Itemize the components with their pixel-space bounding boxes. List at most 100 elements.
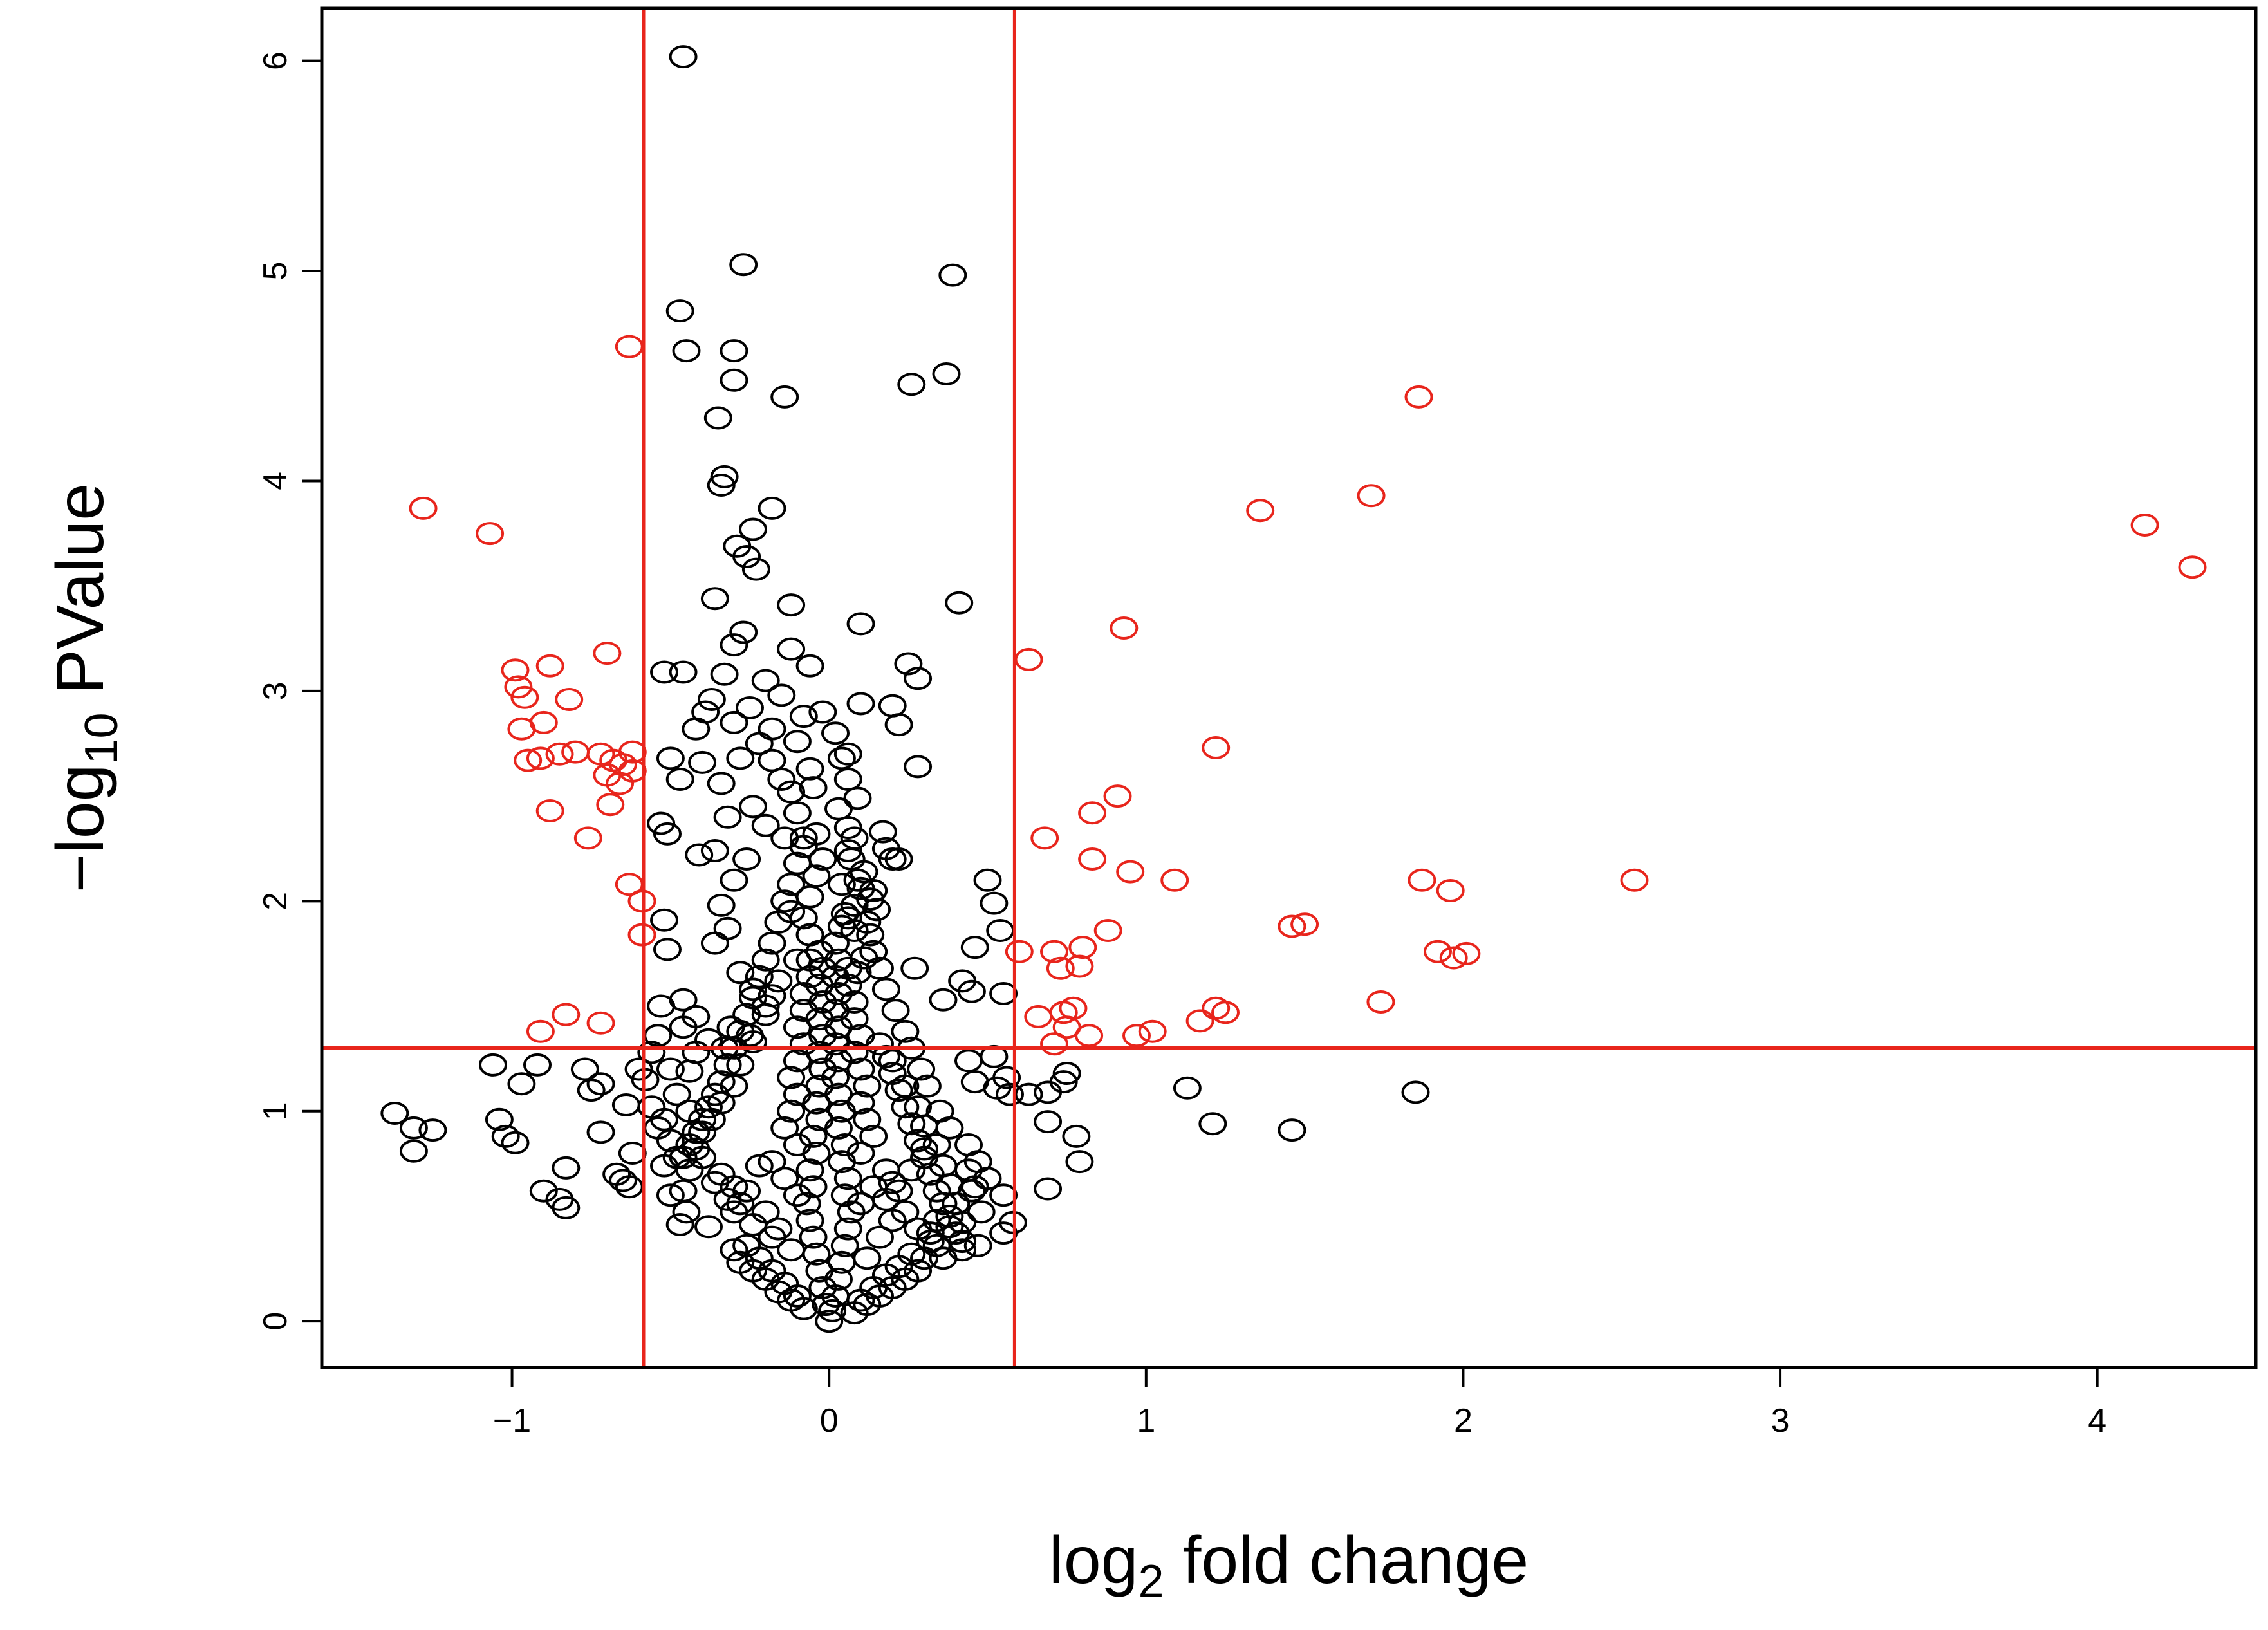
data-point — [726, 1250, 755, 1274]
data-point — [1034, 1110, 1063, 1134]
data-point — [871, 1158, 900, 1182]
data-point — [751, 1200, 780, 1224]
data-point — [830, 1133, 859, 1156]
data-point — [840, 1007, 869, 1031]
data-point — [922, 1179, 951, 1203]
data-point — [910, 1145, 938, 1169]
data-point — [770, 1167, 799, 1190]
data-point — [904, 1259, 933, 1283]
data-point — [1401, 1080, 1430, 1104]
nonsignificant-points — [380, 45, 1430, 1333]
data-point — [700, 839, 729, 862]
data-point — [713, 1053, 742, 1077]
data-point — [894, 652, 923, 676]
data-point — [954, 1158, 983, 1182]
data-point — [853, 1107, 882, 1131]
significant-point — [504, 675, 533, 699]
data-point — [745, 1154, 774, 1178]
data-point — [739, 977, 767, 1001]
data-point — [726, 746, 755, 770]
data-point — [665, 1213, 694, 1236]
data-point — [808, 1057, 837, 1081]
data-point — [758, 931, 786, 955]
data-point — [777, 873, 806, 896]
data-point — [884, 1079, 913, 1102]
significant-point — [1290, 912, 1319, 936]
significant-point — [1408, 868, 1436, 892]
data-point — [707, 474, 736, 497]
data-point — [726, 1053, 755, 1077]
x-tick-label: 0 — [820, 1402, 839, 1440]
data-point — [833, 1167, 862, 1190]
significant-point — [526, 746, 555, 770]
significant-points — [409, 335, 2207, 1056]
data-point — [637, 1095, 666, 1119]
data-point — [739, 795, 767, 819]
data-point — [770, 889, 799, 913]
data-point — [710, 662, 739, 686]
data-point — [653, 938, 682, 961]
data-point — [938, 263, 967, 287]
data-point — [739, 986, 767, 1010]
significant-point — [545, 742, 574, 766]
data-point — [904, 667, 933, 690]
data-point — [871, 1044, 900, 1068]
data-point — [552, 1156, 581, 1180]
data-point — [799, 1175, 828, 1199]
data-point — [881, 999, 910, 1023]
data-point — [523, 1053, 552, 1077]
significant-point — [1160, 868, 1189, 892]
significant-point — [586, 1011, 615, 1035]
significant-point — [1068, 936, 1097, 959]
data-point — [827, 873, 856, 896]
data-point — [840, 919, 869, 942]
data-point — [653, 822, 682, 846]
significant-point — [573, 826, 602, 850]
data-point — [795, 923, 824, 947]
data-point — [783, 851, 812, 875]
data-point — [957, 979, 986, 1003]
data-point — [989, 1183, 1018, 1207]
data-point — [891, 1095, 920, 1119]
data-point — [824, 797, 853, 820]
data-point — [830, 1234, 859, 1257]
data-point — [871, 1187, 900, 1211]
data-point — [637, 1041, 666, 1064]
data-point — [856, 923, 885, 947]
data-point — [818, 1299, 847, 1322]
data-point — [783, 1183, 812, 1207]
y-axis-title-subscript: 10 — [76, 712, 127, 764]
data-point — [729, 620, 758, 644]
plot-frame — [320, 6, 2258, 1369]
data-point — [720, 339, 748, 363]
data-point — [703, 406, 732, 430]
data-point — [764, 1217, 793, 1241]
data-point — [897, 373, 926, 396]
data-point — [821, 931, 850, 955]
data-point — [789, 1032, 818, 1056]
significant-point — [1052, 1015, 1081, 1039]
data-point — [897, 1242, 926, 1266]
data-point — [862, 898, 891, 922]
data-point — [729, 253, 758, 277]
data-point — [650, 660, 678, 684]
data-point — [669, 45, 698, 69]
data-point — [665, 299, 694, 323]
significant-point — [476, 522, 505, 546]
data-point — [770, 385, 799, 409]
data-point — [922, 1234, 951, 1257]
data-point — [380, 1102, 409, 1125]
y-tick-label: 0 — [257, 1312, 294, 1331]
data-point — [685, 843, 714, 867]
data-point — [656, 746, 685, 770]
x-axis-title-rest: fold change — [1164, 1523, 1529, 1598]
data-point — [656, 1183, 685, 1207]
significant-point — [1138, 1019, 1167, 1043]
data-point — [1052, 1062, 1081, 1085]
data-point — [758, 717, 786, 741]
data-point — [764, 969, 793, 993]
data-point — [739, 517, 767, 541]
data-point — [675, 1133, 704, 1156]
y-tick-label: 2 — [257, 892, 294, 911]
